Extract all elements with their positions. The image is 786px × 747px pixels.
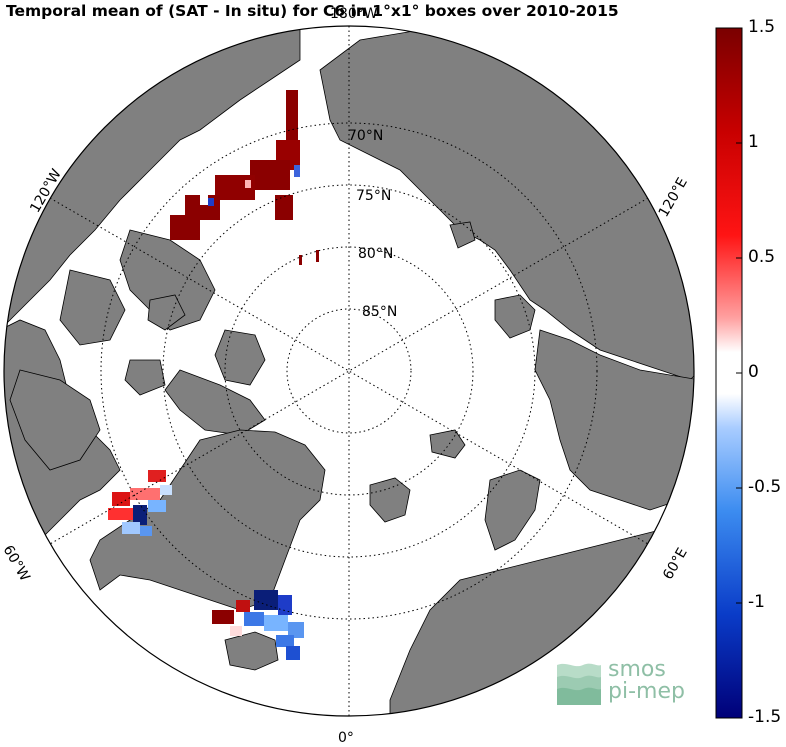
logo-text-pimep: pi-mep — [608, 679, 685, 704]
lat-label-85: 85°N — [362, 304, 397, 320]
lat-label-75: 75°N — [356, 188, 391, 204]
land-archipelago-3 — [214, 329, 266, 386]
lat-label-70: 70°N — [348, 128, 383, 144]
colorbar-ticks — [736, 27, 742, 719]
colorbar-tick-neg-1-5: -1.5 — [748, 707, 782, 727]
smos-pimep-logo: smos pi-mep — [553, 655, 703, 711]
land-iceland — [224, 631, 279, 671]
map-title: Temporal mean of (SAT - In situ) for C6 … — [6, 2, 619, 20]
land-archipelago-1 — [119, 229, 216, 331]
colorbar-tick-neg-1: -1 — [748, 592, 765, 612]
colorbar-tick-neg-0-5: -0.5 — [748, 477, 782, 497]
graticule — [49, 26, 649, 716]
data-cells-beaufort — [170, 90, 319, 265]
land-greenland — [89, 429, 326, 611]
land-severnaya — [494, 294, 536, 339]
land-franz-josef — [429, 429, 466, 459]
land-baffin — [9, 369, 101, 471]
data-cells-nordic — [212, 590, 304, 660]
land-archipelago-2 — [59, 269, 126, 346]
land-novaya-zemlya — [484, 469, 541, 551]
colorbar-tick-1: 1 — [748, 132, 759, 152]
lon-label-top: 180°W — [330, 6, 378, 22]
data-cells-baffin — [108, 470, 172, 536]
land-svalbard — [369, 477, 411, 523]
map-boundary — [3, 25, 695, 717]
colorbar-tick-1-5: 1.5 — [748, 17, 776, 37]
lat-label-80: 80°N — [358, 246, 393, 262]
land-small-1 — [124, 359, 166, 396]
land-siberia-east — [534, 329, 694, 511]
lon-label-bottom: 0° — [338, 730, 354, 746]
logo-waves-icon — [557, 663, 601, 705]
colorbar-tick-0: 0 — [748, 362, 759, 382]
land-new-siberian — [449, 221, 476, 249]
colorbar-tick-0-5: 0.5 — [748, 247, 776, 267]
logo-text-smos: smos — [608, 657, 666, 682]
